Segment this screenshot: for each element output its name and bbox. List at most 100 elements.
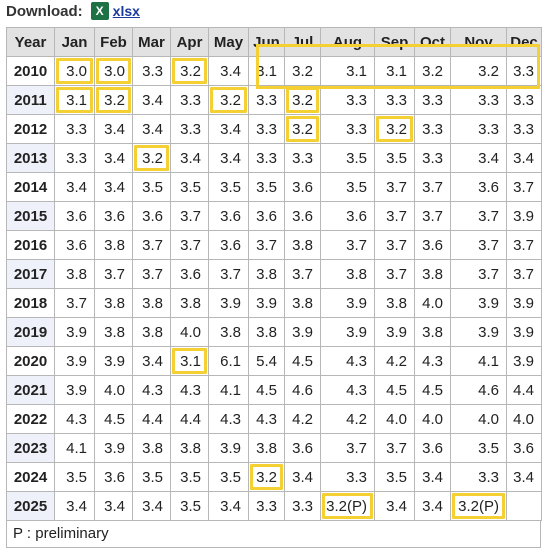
value-cell: 3.3 bbox=[248, 143, 285, 173]
value-cell: 3.9 bbox=[450, 317, 507, 347]
year-cell: 2022 bbox=[6, 404, 55, 434]
value-cell: 3.4 bbox=[208, 143, 249, 173]
value-cell: 3.8 bbox=[94, 317, 133, 347]
value-cell: 3.2 bbox=[132, 143, 171, 173]
value-cell: 3.6 bbox=[414, 230, 451, 260]
value-cell: 4.4 bbox=[170, 404, 209, 434]
value-cell: 3.5 bbox=[320, 143, 375, 173]
value-cell: 3.2 bbox=[374, 114, 415, 144]
value-cell: 3.4 bbox=[284, 462, 321, 492]
value-cell: 3.8 bbox=[132, 288, 171, 318]
value-cell: 3.2(P) bbox=[320, 491, 375, 521]
value-cell: 4.6 bbox=[450, 375, 507, 405]
value-cell: 3.3 bbox=[320, 85, 375, 115]
value-cell: 4.5 bbox=[248, 375, 285, 405]
value-cell: 3.5 bbox=[208, 172, 249, 202]
value-cell: 3.7 bbox=[374, 433, 415, 463]
value-cell: 3.2 bbox=[284, 56, 321, 86]
unemployment-table: Year Jan Feb Mar Apr May Jun Jul Aug Sep Oct Nov Dec… bbox=[6, 27, 542, 521]
value-cell: 3.7 bbox=[284, 259, 321, 289]
value-cell: 3.6 bbox=[320, 201, 375, 231]
column-header-mar: Mar bbox=[132, 27, 171, 57]
column-header-aug: Aug bbox=[320, 27, 375, 57]
table-row: 2022 4.3 4.5 4.4 4.4 4.3 4.3 4.2 4.2 4.0 4.0 4.0 4.0 bbox=[6, 404, 542, 434]
value-cell: 3.8 bbox=[320, 259, 375, 289]
value-cell: 3.7 bbox=[54, 288, 95, 318]
value-cell: 3.4 bbox=[132, 491, 171, 521]
value-cell: 6.1 bbox=[208, 346, 249, 376]
value-cell: 3.4 bbox=[94, 491, 133, 521]
value-cell: 3.9 bbox=[94, 346, 133, 376]
value-cell: 3.8 bbox=[170, 433, 209, 463]
value-cell: 4.0 bbox=[506, 404, 542, 434]
download-label: Download: bbox=[6, 2, 83, 20]
value-cell: 4.3 bbox=[320, 375, 375, 405]
value-cell: 3.5 bbox=[208, 462, 249, 492]
column-header-jun: Jun bbox=[248, 27, 285, 57]
value-cell: 3.6 bbox=[284, 172, 321, 202]
value-cell: 3.3 bbox=[54, 143, 95, 173]
value-cell: 3.6 bbox=[94, 462, 133, 492]
table-body: 2010 3.0 3.0 3.3 3.2 3.4 3.1 3.2 3.1 3.1 3.2 3.2 3.3… bbox=[6, 56, 542, 521]
value-cell: 4.0 bbox=[414, 288, 451, 318]
value-cell: 4.1 bbox=[54, 433, 95, 463]
value-cell: 3.4 bbox=[94, 114, 133, 144]
table-row: 2017 3.8 3.7 3.7 3.6 3.7 3.8 3.7 3.8 3.7 3.8 3.7 3.7 bbox=[6, 259, 542, 289]
value-cell: 3.9 bbox=[54, 317, 95, 347]
value-cell: 3.2 bbox=[284, 85, 321, 115]
value-cell: 3.4 bbox=[208, 56, 249, 86]
value-cell: 3.9 bbox=[54, 346, 95, 376]
value-cell: 3.8 bbox=[132, 317, 171, 347]
value-cell: 3.1 bbox=[320, 56, 375, 86]
value-cell: 3.2 bbox=[284, 114, 321, 144]
value-cell: 3.3 bbox=[374, 85, 415, 115]
table-row: 2023 4.1 3.9 3.8 3.8 3.9 3.8 3.6 3.7 3.7 3.6 3.5 3.6 bbox=[6, 433, 542, 463]
value-cell: 4.1 bbox=[208, 375, 249, 405]
year-cell: 2012 bbox=[6, 114, 55, 144]
year-cell: 2021 bbox=[6, 375, 55, 405]
excel-file-icon[interactable]: X bbox=[90, 2, 109, 20]
value-cell: 4.2 bbox=[284, 404, 321, 434]
value-cell: 3.9 bbox=[208, 288, 249, 318]
table-row: 2010 3.0 3.0 3.3 3.2 3.4 3.1 3.2 3.1 3.1 3.2 3.2 3.3 bbox=[6, 56, 542, 86]
column-header-may: May bbox=[208, 27, 249, 57]
value-cell: 3.6 bbox=[284, 433, 321, 463]
value-cell: 3.8 bbox=[170, 288, 209, 318]
column-header-jul: Jul bbox=[284, 27, 321, 57]
value-cell: 4.2 bbox=[320, 404, 375, 434]
value-cell: 3.5 bbox=[248, 172, 285, 202]
value-cell: 3.8 bbox=[208, 317, 249, 347]
value-cell: 3.3 bbox=[506, 114, 542, 144]
column-header-sep: Sep bbox=[374, 27, 415, 57]
column-header-year: Year bbox=[6, 27, 55, 57]
value-cell: 3.4 bbox=[450, 143, 507, 173]
value-cell: 3.2 bbox=[248, 462, 285, 492]
value-cell: 3.3 bbox=[54, 114, 95, 144]
value-cell: 3.5 bbox=[170, 462, 209, 492]
value-cell: 3.7 bbox=[170, 201, 209, 231]
value-cell: 3.7 bbox=[374, 201, 415, 231]
value-cell: 3.2 bbox=[450, 56, 507, 86]
value-cell: 3.9 bbox=[374, 317, 415, 347]
year-cell: 2020 bbox=[6, 346, 55, 376]
value-cell: 4.3 bbox=[170, 375, 209, 405]
value-cell: 3.8 bbox=[414, 259, 451, 289]
value-cell: 3.5 bbox=[132, 462, 171, 492]
value-cell: 3.4 bbox=[208, 491, 249, 521]
value-cell: 3.7 bbox=[506, 259, 542, 289]
value-cell: 3.7 bbox=[506, 172, 542, 202]
value-cell: 3.3 bbox=[132, 56, 171, 86]
table-row: 2013 3.3 3.4 3.2 3.4 3.4 3.3 3.3 3.5 3.5 3.3 3.4 3.4 bbox=[6, 143, 542, 173]
year-cell: 2010 bbox=[6, 56, 55, 86]
value-cell: 4.5 bbox=[374, 375, 415, 405]
value-cell: 3.2 bbox=[170, 56, 209, 86]
value-cell: 3.5 bbox=[450, 433, 507, 463]
value-cell: 3.5 bbox=[54, 462, 95, 492]
value-cell: 4.5 bbox=[94, 404, 133, 434]
value-cell: 4.5 bbox=[414, 375, 451, 405]
xlsx-download-link[interactable]: xlsx bbox=[112, 3, 140, 19]
value-cell: 3.6 bbox=[54, 201, 95, 231]
year-cell: 2023 bbox=[6, 433, 55, 463]
value-cell: 3.3 bbox=[414, 114, 451, 144]
table-row: 2025 3.4 3.4 3.4 3.5 3.4 3.3 3.3 3.2(P) 3.4 3.4 3.2… bbox=[6, 491, 542, 521]
